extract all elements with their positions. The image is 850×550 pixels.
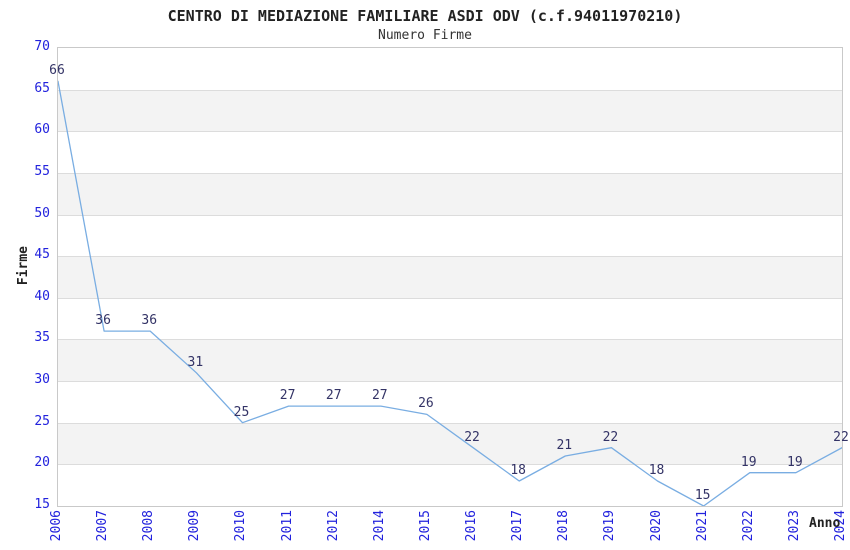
gridline — [58, 297, 842, 299]
x-tick-label: 2016 — [464, 510, 480, 542]
line-series-svg — [58, 80, 842, 506]
y-tick-label: 35 — [34, 330, 50, 346]
plot-area — [57, 47, 843, 507]
x-tick-label: 2009 — [187, 510, 203, 542]
grid-band — [58, 89, 842, 132]
x-tick-label: 2011 — [279, 510, 295, 542]
x-tick-label: 2023 — [786, 510, 802, 542]
x-tick-label: 2019 — [602, 510, 618, 542]
gridline — [58, 464, 842, 466]
data-label: 18 — [510, 463, 526, 479]
data-label: 15 — [694, 488, 711, 503]
data-label: 22 — [602, 429, 619, 445]
gridline — [58, 339, 842, 341]
x-tick-label: 2022 — [740, 510, 756, 542]
grid-band — [58, 172, 842, 215]
grid-band — [58, 339, 842, 382]
gridline — [58, 131, 842, 133]
grid-band — [58, 297, 842, 340]
data-label: 26 — [418, 396, 434, 412]
y-tick-label: 65 — [34, 80, 50, 96]
grid-band — [58, 464, 842, 506]
x-tick-label: 2020 — [648, 510, 664, 542]
data-label: 27 — [325, 388, 342, 404]
y-tick-label: 20 — [34, 455, 50, 471]
grid-band — [58, 48, 842, 90]
x-tick-label: 2014 — [371, 510, 387, 542]
x-tick-label: 2018 — [556, 510, 572, 542]
data-label: 22 — [464, 429, 480, 445]
data-label: 31 — [187, 354, 204, 370]
y-tick-label: 60 — [34, 122, 50, 138]
x-axis-title: Anno — [809, 516, 841, 531]
grid-band — [58, 422, 842, 465]
data-label: 27 — [279, 388, 296, 404]
data-label: 19 — [787, 454, 803, 470]
data-label: 36 — [141, 313, 158, 329]
x-tick-label: 2015 — [417, 510, 433, 542]
grid-band — [58, 256, 842, 298]
gridline — [58, 381, 842, 383]
y-tick-label: 55 — [34, 163, 50, 179]
y-tick-label: 30 — [34, 372, 50, 388]
line-series — [58, 80, 842, 506]
y-tick-label: 25 — [34, 413, 50, 429]
gridline — [58, 256, 842, 258]
data-label: 25 — [233, 404, 250, 420]
grid-band — [58, 381, 842, 423]
y-tick-label: 45 — [34, 247, 50, 263]
data-label: 19 — [740, 454, 757, 470]
chart-title: CENTRO DI MEDIAZIONE FAMILIARE ASDI ODV … — [167, 7, 683, 25]
data-label: 22 — [833, 429, 849, 445]
data-label: 27 — [371, 388, 388, 404]
gridline — [58, 214, 842, 216]
gridline — [58, 172, 842, 174]
data-label: 66 — [49, 63, 65, 79]
x-tick-label: 2010 — [233, 510, 249, 542]
chart-subtitle: Numero Firme — [378, 28, 472, 43]
gridline — [58, 89, 842, 91]
y-tick-label: 40 — [34, 288, 50, 304]
y-tick-label: 70 — [34, 39, 50, 54]
data-label: 36 — [95, 313, 111, 329]
gridline — [58, 422, 842, 424]
x-tick-label: 2021 — [694, 510, 710, 542]
grid-band — [58, 214, 842, 257]
x-tick-label: 2012 — [325, 510, 341, 542]
y-tick-label: 15 — [34, 497, 50, 512]
x-tick-label: 2006 — [49, 510, 64, 542]
data-label: 21 — [556, 438, 573, 454]
x-tick-label: 2017 — [510, 510, 526, 542]
data-label: 18 — [648, 463, 665, 479]
y-tick-label: 50 — [34, 205, 50, 221]
grid-band — [58, 131, 842, 173]
x-tick-label: 2008 — [141, 510, 157, 542]
x-tick-label: 2007 — [95, 510, 111, 542]
